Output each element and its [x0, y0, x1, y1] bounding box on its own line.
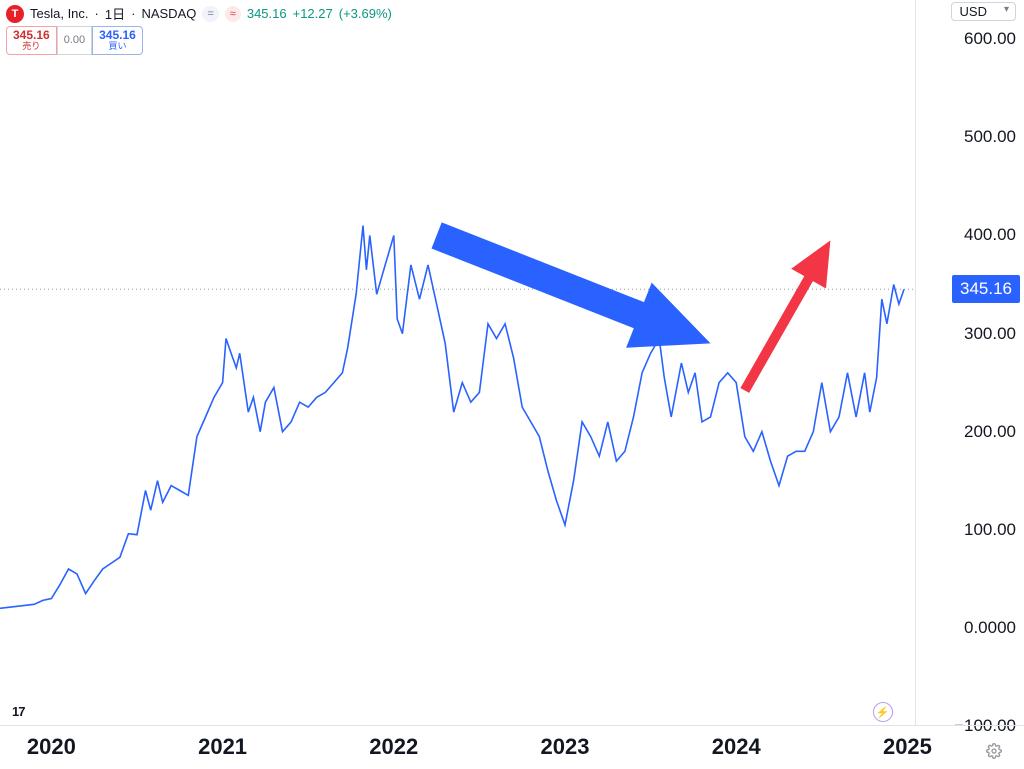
- annotation-arrow-down-icon: [432, 222, 711, 347]
- y-axis-tick: 0.0000: [964, 618, 1016, 638]
- y-axis-tick: 200.00: [964, 422, 1016, 442]
- tradingview-logo-icon[interactable]: 17: [12, 704, 24, 719]
- x-axis-tick: 2021: [198, 734, 247, 760]
- y-axis-tick: 400.00: [964, 225, 1016, 245]
- y-axis-tick: 300.00: [964, 324, 1016, 344]
- x-axis-tick: 2022: [369, 734, 418, 760]
- y-axis-tick: 100.00: [964, 520, 1016, 540]
- flash-event-icon[interactable]: ⚡: [873, 702, 893, 722]
- x-axis-tick: 2025: [883, 734, 932, 760]
- current-price-tag: 345.16: [952, 275, 1020, 303]
- x-axis-tick: 2023: [541, 734, 590, 760]
- price-axis[interactable]: −100.000.0000100.00200.00300.00400.00500…: [915, 0, 1024, 726]
- x-axis-tick: 2020: [27, 734, 76, 760]
- price-chart[interactable]: ⚡: [0, 0, 916, 726]
- x-axis-tick: 2024: [712, 734, 761, 760]
- settings-gear-icon[interactable]: [986, 743, 1002, 759]
- annotation-arrow-up-icon: [740, 240, 830, 393]
- y-axis-tick: 600.00: [964, 29, 1016, 49]
- time-axis[interactable]: 2020 2021 2022 2023 2024 2025: [0, 725, 1024, 769]
- y-axis-tick: 500.00: [964, 127, 1016, 147]
- price-series-line: [0, 226, 904, 609]
